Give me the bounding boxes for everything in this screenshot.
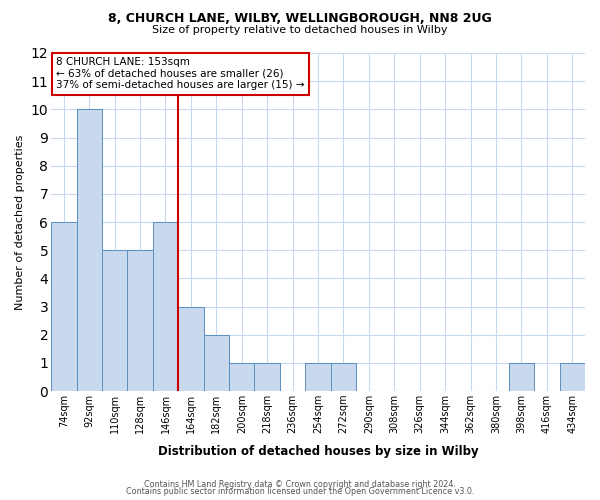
- Bar: [51, 222, 77, 391]
- Text: Contains HM Land Registry data © Crown copyright and database right 2024.: Contains HM Land Registry data © Crown c…: [144, 480, 456, 489]
- Bar: [254, 363, 280, 391]
- Text: Size of property relative to detached houses in Wilby: Size of property relative to detached ho…: [152, 25, 448, 35]
- Text: 8 CHURCH LANE: 153sqm
← 63% of detached houses are smaller (26)
37% of semi-deta: 8 CHURCH LANE: 153sqm ← 63% of detached …: [56, 57, 305, 90]
- Bar: [331, 363, 356, 391]
- Text: 8, CHURCH LANE, WILBY, WELLINGBOROUGH, NN8 2UG: 8, CHURCH LANE, WILBY, WELLINGBOROUGH, N…: [108, 12, 492, 26]
- Bar: [203, 335, 229, 391]
- Bar: [509, 363, 534, 391]
- X-axis label: Distribution of detached houses by size in Wilby: Distribution of detached houses by size …: [158, 444, 478, 458]
- Bar: [178, 306, 203, 391]
- Y-axis label: Number of detached properties: Number of detached properties: [15, 134, 25, 310]
- Bar: [305, 363, 331, 391]
- Bar: [102, 250, 127, 391]
- Bar: [153, 222, 178, 391]
- Bar: [77, 110, 102, 391]
- Text: Contains public sector information licensed under the Open Government Licence v3: Contains public sector information licen…: [126, 488, 474, 496]
- Bar: [127, 250, 153, 391]
- Bar: [229, 363, 254, 391]
- Bar: [560, 363, 585, 391]
